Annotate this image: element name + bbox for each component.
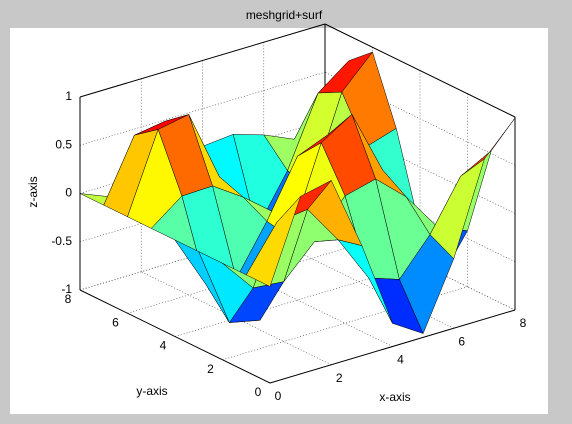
axis-line [79,23,326,98]
z-axis-label: z-axis [26,176,40,207]
grid-line [324,120,516,214]
x-tick-label: 0 [275,389,282,403]
x-tick-label: 8 [520,316,527,330]
z-tick-label: 0 [65,186,72,200]
grid-line [202,253,393,347]
x-tick-label: 4 [397,353,404,367]
surface-patch [245,196,301,287]
axis-line [324,23,516,118]
x-axis-label: x-axis [379,390,410,404]
z-tick-label: -0.5 [51,234,72,248]
y-tick-label: 2 [207,362,214,376]
z-tick-label: -1 [61,282,72,296]
z-tick-label: 1 [65,89,72,103]
grid-line [263,234,454,329]
grid-line [127,239,373,314]
y-tick-label: 8 [65,292,72,306]
grid-line [79,71,326,146]
y-tick-label: 6 [112,315,119,329]
chart-title: meshgrid+surf [246,8,323,22]
y-tick-label: 0 [255,385,262,399]
axis-line [79,289,271,384]
axis-line [269,309,516,384]
x-tick-label: 6 [458,334,465,348]
grid-line [324,71,516,166]
z-tick-label: 0.5 [55,137,72,151]
y-axis-label: y-axis [136,384,167,398]
y-tick-label: 4 [160,339,167,353]
x-tick-label: 2 [336,371,343,385]
